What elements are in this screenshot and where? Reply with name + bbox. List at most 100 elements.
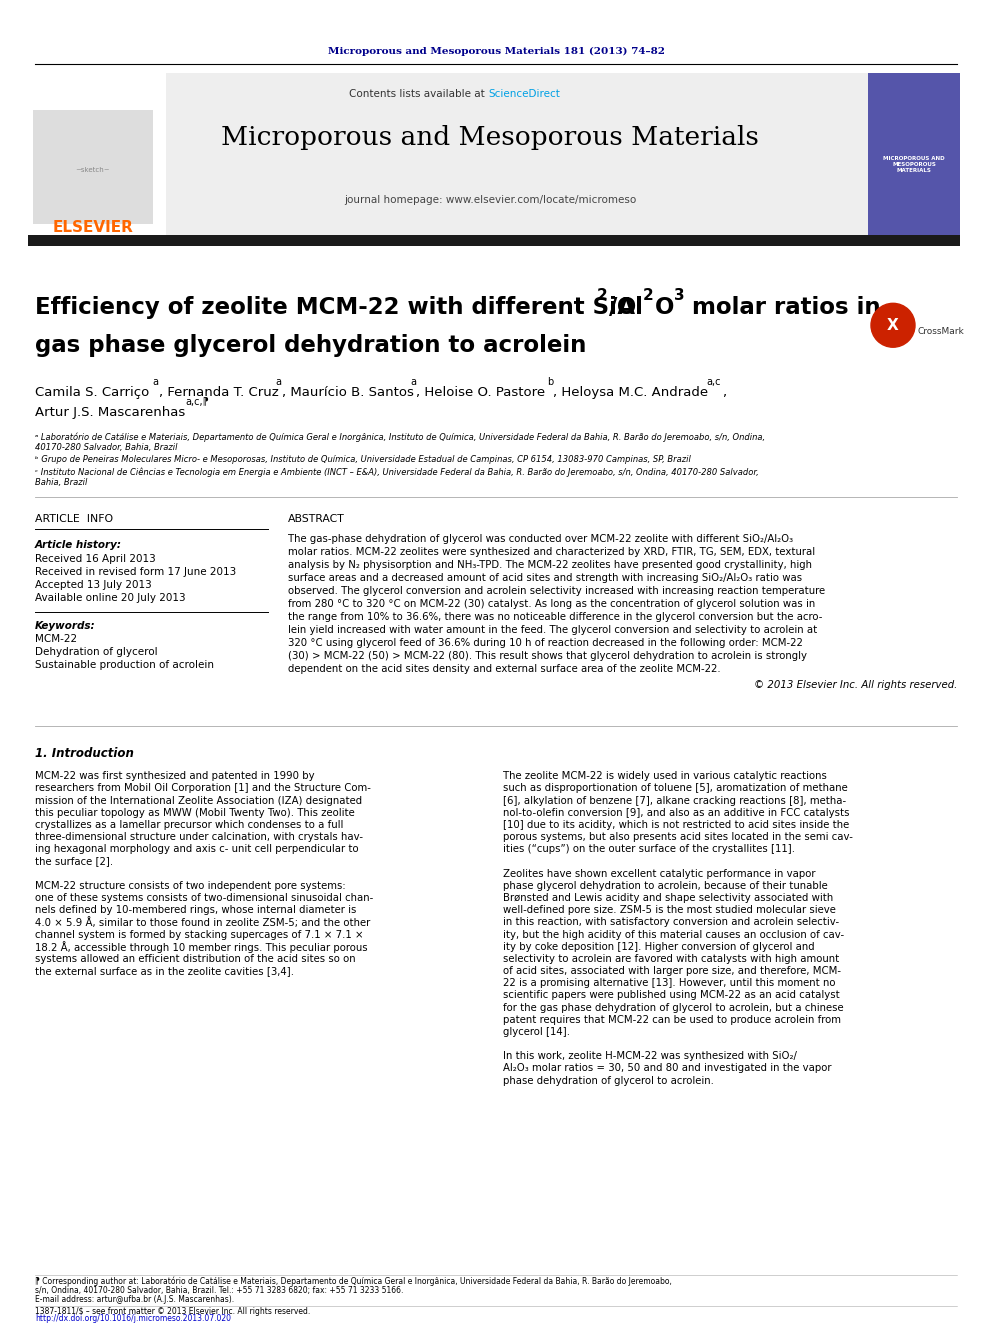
Text: In this work, zeolite H-MCM-22 was synthesized with SiO₂/: In this work, zeolite H-MCM-22 was synth… <box>503 1052 797 1061</box>
FancyBboxPatch shape <box>868 73 960 237</box>
Text: ᶜ Instituto Nacional de Ciências e Tecnologia em Energia e Ambiente (INCT – E&A): ᶜ Instituto Nacional de Ciências e Tecno… <box>35 467 759 476</box>
FancyBboxPatch shape <box>28 73 166 237</box>
Text: Efficiency of zeolite MCM-22 with different SiO: Efficiency of zeolite MCM-22 with differ… <box>35 296 636 319</box>
Text: © 2013 Elsevier Inc. All rights reserved.: © 2013 Elsevier Inc. All rights reserved… <box>754 680 957 691</box>
Text: Article history:: Article history: <box>35 540 122 550</box>
Text: systems allowed an efficient distribution of the acid sites so on: systems allowed an efficient distributio… <box>35 954 355 964</box>
Text: surface areas and a decreased amount of acid sites and strength with increasing : surface areas and a decreased amount of … <box>288 573 803 582</box>
Text: Artur J.S. Mascarenhas: Artur J.S. Mascarenhas <box>35 406 186 418</box>
Text: this peculiar topology as MWW (Mobil Twenty Two). This zeolite: this peculiar topology as MWW (Mobil Twe… <box>35 808 355 818</box>
Text: Available online 20 July 2013: Available online 20 July 2013 <box>35 593 186 603</box>
Text: molar ratios. MCM-22 zeolites were synthesized and characterized by XRD, FTIR, T: molar ratios. MCM-22 zeolites were synth… <box>288 546 815 557</box>
Text: O: O <box>655 296 675 319</box>
Text: gas phase glycerol dehydration to acrolein: gas phase glycerol dehydration to acrole… <box>35 333 586 357</box>
Text: ⁋ Corresponding author at: Laboratório de Catálise e Materiais, Departamento de : ⁋ Corresponding author at: Laboratório d… <box>35 1277 672 1286</box>
Text: Accepted 13 July 2013: Accepted 13 July 2013 <box>35 579 152 590</box>
Text: b: b <box>547 377 554 388</box>
Text: in this reaction, with satisfactory conversion and acrolein selectiv-: in this reaction, with satisfactory conv… <box>503 917 839 927</box>
Text: , Fernanda T. Cruz: , Fernanda T. Cruz <box>159 385 279 398</box>
Text: phase glycerol dehydration to acrolein, because of their tunable: phase glycerol dehydration to acrolein, … <box>503 881 827 890</box>
Text: 22 is a promising alternative [13]. However, until this moment no: 22 is a promising alternative [13]. Howe… <box>503 978 835 988</box>
Text: 1. Introduction: 1. Introduction <box>35 746 134 759</box>
Text: Camila S. Carriço: Camila S. Carriço <box>35 385 149 398</box>
Text: Brønsted and Lewis acidity and shape selectivity associated with: Brønsted and Lewis acidity and shape sel… <box>503 893 833 904</box>
Text: The zeolite MCM-22 is widely used in various catalytic reactions: The zeolite MCM-22 is widely used in var… <box>503 771 827 782</box>
Text: ~sketch~: ~sketch~ <box>75 167 110 172</box>
Text: , Heloise O. Pastore: , Heloise O. Pastore <box>416 385 546 398</box>
Text: The gas-phase dehydration of glycerol was conducted over MCM-22 zeolite with dif: The gas-phase dehydration of glycerol wa… <box>288 533 794 544</box>
Text: ities (“cups”) on the outer surface of the crystallites [11].: ities (“cups”) on the outer surface of t… <box>503 844 795 855</box>
Text: Sustainable production of acrolein: Sustainable production of acrolein <box>35 659 214 669</box>
Text: CrossMark: CrossMark <box>917 327 964 336</box>
Text: a: a <box>410 377 416 388</box>
Text: E-mail address: artur@ufba.br (A.J.S. Mascarenhas).: E-mail address: artur@ufba.br (A.J.S. Ma… <box>35 1295 234 1303</box>
Text: researchers from Mobil Oil Corporation [1] and the Structure Com-: researchers from Mobil Oil Corporation [… <box>35 783 371 794</box>
Text: channel system is formed by stacking supercages of 7.1 × 7.1 ×: channel system is formed by stacking sup… <box>35 930 363 939</box>
Text: the range from 10% to 36.6%, there was no noticeable difference in the glycerol : the range from 10% to 36.6%, there was n… <box>288 611 822 622</box>
Text: a: a <box>152 377 158 388</box>
Text: MCM-22: MCM-22 <box>35 634 77 643</box>
Text: Al₂O₃ molar ratios = 30, 50 and 80 and investigated in the vapor: Al₂O₃ molar ratios = 30, 50 and 80 and i… <box>503 1064 831 1073</box>
Text: http://dx.doi.org/10.1016/j.micromeso.2013.07.020: http://dx.doi.org/10.1016/j.micromeso.20… <box>35 1314 231 1323</box>
Text: for the gas phase dehydration of glycerol to acrolein, but a chinese: for the gas phase dehydration of glycero… <box>503 1003 843 1012</box>
Text: nol-to-olefin conversion [9], and also as an additive in FCC catalysts: nol-to-olefin conversion [9], and also a… <box>503 808 849 818</box>
Text: phase dehydration of glycerol to acrolein.: phase dehydration of glycerol to acrolei… <box>503 1076 714 1086</box>
Text: journal homepage: www.elsevier.com/locate/micromeso: journal homepage: www.elsevier.com/locat… <box>344 194 636 205</box>
Text: 4.0 × 5.9 Å, similar to those found in zeolite ZSM-5; and the other: 4.0 × 5.9 Å, similar to those found in z… <box>35 917 370 927</box>
Text: Microporous and Mesoporous Materials 181 (2013) 74–82: Microporous and Mesoporous Materials 181… <box>327 48 665 57</box>
Text: three-dimensional structure under calcination, with crystals hav-: three-dimensional structure under calcin… <box>35 832 363 843</box>
Text: ity, but the high acidity of this material causes an occlusion of cav-: ity, but the high acidity of this materi… <box>503 930 844 939</box>
Text: porous systems, but also presents acid sites located in the semi cav-: porous systems, but also presents acid s… <box>503 832 853 843</box>
Text: 1387-1811/$ – see front matter © 2013 Elsevier Inc. All rights reserved.: 1387-1811/$ – see front matter © 2013 El… <box>35 1307 310 1315</box>
Text: , Heloysa M.C. Andrade: , Heloysa M.C. Andrade <box>553 385 708 398</box>
Text: 2: 2 <box>643 288 654 303</box>
Text: selectivity to acrolein are favored with catalysts with high amount: selectivity to acrolein are favored with… <box>503 954 839 964</box>
Text: 320 °C using glycerol feed of 36.6% during 10 h of reaction decreased in the fol: 320 °C using glycerol feed of 36.6% duri… <box>288 638 803 647</box>
Text: ELSEVIER: ELSEVIER <box>53 220 134 235</box>
Text: analysis by N₂ physisorption and NH₃-TPD. The MCM-22 zeolites have presented goo: analysis by N₂ physisorption and NH₃-TPD… <box>288 560 812 570</box>
Text: 18.2 Å, accessible through 10 member rings. This peculiar porous: 18.2 Å, accessible through 10 member rin… <box>35 941 368 953</box>
Text: lein yield increased with water amount in the feed. The glycerol conversion and : lein yield increased with water amount i… <box>288 624 817 635</box>
Text: Contents lists available at: Contents lists available at <box>349 89 488 99</box>
Text: Zeolites have shown excellent catalytic performance in vapor: Zeolites have shown excellent catalytic … <box>503 869 815 878</box>
Text: glycerol [14].: glycerol [14]. <box>503 1027 570 1037</box>
Text: MCM-22 was first synthesized and patented in 1990 by: MCM-22 was first synthesized and patente… <box>35 771 314 782</box>
Text: (30) > MCM-22 (50) > MCM-22 (80). This result shows that glycerol dehydration to: (30) > MCM-22 (50) > MCM-22 (80). This r… <box>288 651 807 660</box>
Text: ARTICLE  INFO: ARTICLE INFO <box>35 513 113 524</box>
Text: one of these systems consists of two-dimensional sinusoidal chan-: one of these systems consists of two-dim… <box>35 893 373 904</box>
Text: [10] due to its acidity, which is not restricted to acid sites inside the: [10] due to its acidity, which is not re… <box>503 820 849 830</box>
Text: Bahia, Brazil: Bahia, Brazil <box>35 479 87 487</box>
Text: scientific papers were published using MCM-22 as an acid catalyst: scientific papers were published using M… <box>503 991 840 1000</box>
Text: 40170-280 Salvador, Bahia, Brazil: 40170-280 Salvador, Bahia, Brazil <box>35 443 178 452</box>
Text: ABSTRACT: ABSTRACT <box>288 513 345 524</box>
Text: crystallizes as a lamellar precursor which condenses to a full: crystallizes as a lamellar precursor whi… <box>35 820 343 830</box>
Text: from 280 °C to 320 °C on MCM-22 (30) catalyst. As long as the concentration of g: from 280 °C to 320 °C on MCM-22 (30) cat… <box>288 598 815 609</box>
Text: ,: , <box>722 385 726 398</box>
Text: Keywords:: Keywords: <box>35 620 95 631</box>
Text: X: X <box>887 318 899 333</box>
Text: a,c: a,c <box>706 377 720 388</box>
Text: 2: 2 <box>597 288 608 303</box>
Text: such as disproportionation of toluene [5], aromatization of methane: such as disproportionation of toluene [5… <box>503 783 848 794</box>
Text: MICROPOROUS AND
MESOPOROUS
MATERIALS: MICROPOROUS AND MESOPOROUS MATERIALS <box>883 156 944 173</box>
Text: s/n, Ondina, 40170-280 Salvador, Bahia, Brazil. Tel.: +55 71 3283 6820; fax: +55: s/n, Ondina, 40170-280 Salvador, Bahia, … <box>35 1286 404 1295</box>
Text: Dehydration of glycerol: Dehydration of glycerol <box>35 647 158 656</box>
Text: ing hexagonal morphology and axis c- unit cell perpendicular to: ing hexagonal morphology and axis c- uni… <box>35 844 359 855</box>
Text: a,c,⁋: a,c,⁋ <box>185 397 208 407</box>
Text: a: a <box>275 377 281 388</box>
Text: dependent on the acid sites density and external surface area of the zeolite MCM: dependent on the acid sites density and … <box>288 664 720 673</box>
Text: [6], alkylation of benzene [7], alkane cracking reactions [8], metha-: [6], alkylation of benzene [7], alkane c… <box>503 795 846 806</box>
Text: patent requires that MCM-22 can be used to produce acrolein from: patent requires that MCM-22 can be used … <box>503 1015 841 1025</box>
Text: MCM-22 structure consists of two independent pore systems:: MCM-22 structure consists of two indepen… <box>35 881 345 890</box>
Text: molar ratios in: molar ratios in <box>684 296 881 319</box>
Text: , Maurício B. Santos: , Maurício B. Santos <box>282 385 414 398</box>
Text: mission of the International Zeolite Association (IZA) designated: mission of the International Zeolite Ass… <box>35 795 362 806</box>
Text: Received in revised form 17 June 2013: Received in revised form 17 June 2013 <box>35 566 236 577</box>
Text: ScienceDirect: ScienceDirect <box>488 89 559 99</box>
Text: well-defined pore size. ZSM-5 is the most studied molecular sieve: well-defined pore size. ZSM-5 is the mos… <box>503 905 836 916</box>
Text: 3: 3 <box>674 288 684 303</box>
Text: Received 16 April 2013: Received 16 April 2013 <box>35 554 156 564</box>
Text: of acid sites, associated with larger pore size, and therefore, MCM-: of acid sites, associated with larger po… <box>503 966 841 976</box>
FancyBboxPatch shape <box>33 110 153 225</box>
Text: /Al: /Al <box>609 296 643 319</box>
